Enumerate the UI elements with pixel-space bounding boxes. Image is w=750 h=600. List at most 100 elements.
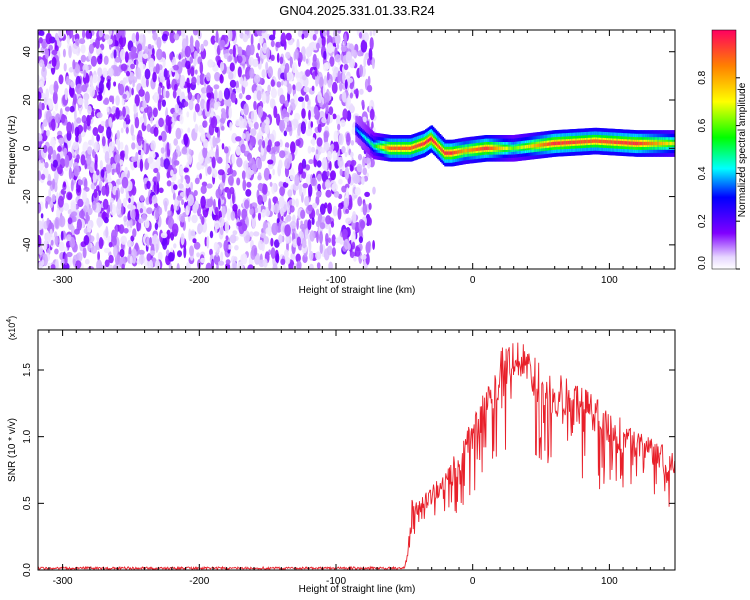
- spectrogram-cell: [332, 141, 339, 154]
- spectrogram-cell: [214, 126, 219, 133]
- spectrogram-cell: [367, 240, 371, 248]
- spectrogram-cell: [52, 159, 58, 168]
- spectrogram-cell: [70, 179, 74, 192]
- spectrogram-cell: [96, 169, 100, 176]
- spectrogram-cell: [49, 201, 54, 209]
- spectrogram-cell: [200, 98, 206, 109]
- spectrogram-cell: [121, 263, 125, 269]
- spectrogram-cell: [364, 191, 370, 197]
- spectrogram-cell: [193, 190, 198, 197]
- spectrogram-cell: [261, 69, 266, 79]
- spectrogram-cell: [249, 43, 255, 56]
- spectrogram-cell: [66, 234, 72, 241]
- spectrogram-ridge-cell: [632, 141, 636, 145]
- spectrogram-cell: [129, 219, 133, 229]
- spectrogram-cell: [308, 159, 314, 165]
- spectrogram-cell: [53, 80, 59, 94]
- spectrogram-cell: [225, 105, 230, 119]
- spectrogram-cell: [71, 42, 79, 55]
- spectrogram-cell: [221, 205, 226, 219]
- spectrogram-cell: [168, 251, 175, 262]
- spectrogram-cell: [190, 66, 195, 77]
- spectrogram-cell: [153, 167, 159, 174]
- spectrogram-ridge-cell: [541, 143, 544, 147]
- spectrogram-cell: [58, 215, 66, 228]
- spectrogram-cell: [301, 237, 307, 249]
- spectrogram-ridge-cell: [378, 145, 382, 149]
- spectrogram-cell: [275, 41, 282, 48]
- spectrogram-cell: [262, 42, 268, 54]
- spectrogram-cell: [75, 83, 83, 95]
- spectrogram-ridge-cell: [478, 147, 481, 151]
- y-tick-label: 20: [22, 94, 33, 106]
- spectrogram-ridge-cell: [548, 142, 551, 146]
- spectrogram-cell: [155, 63, 160, 74]
- spectrogram-cell: [289, 167, 295, 181]
- spectrogram-cell: [333, 130, 338, 143]
- colorbar-ticks: 0.0 0.2 0.4 0.6 0.8: [697, 70, 740, 270]
- spectrogram-cell: [55, 113, 61, 124]
- spectrogram-cell: [118, 83, 125, 96]
- y-tick-label: 1.5: [22, 363, 33, 377]
- spectrogram-cell: [128, 197, 131, 204]
- spectrogram-cell: [106, 106, 110, 113]
- spectrogram-cell: [319, 76, 324, 90]
- spectrogram-cell: [372, 240, 375, 250]
- spectrogram-cell: [66, 130, 72, 141]
- spectrogram-cell: [158, 117, 165, 128]
- spectrogram-cell: [97, 124, 104, 134]
- spectrogram-cell: [278, 181, 284, 188]
- spectrogram-ridge-cell: [515, 146, 518, 150]
- spectrogram-cell: [305, 69, 311, 77]
- spectrogram-cell: [206, 198, 214, 208]
- spectrogram-cell: [283, 130, 287, 137]
- spectrogram-cell: [76, 117, 82, 124]
- spectrogram-ridge-cell: [606, 140, 610, 144]
- spectrogram-cell: [152, 48, 155, 56]
- spectrogram-ridge-cell: [446, 151, 450, 155]
- spectrogram-cell: [114, 153, 121, 164]
- x-tick-label: 100: [601, 576, 618, 587]
- spectrogram-xlabel: Height of straight line (km): [299, 285, 416, 296]
- y-tick-label: 1.0: [22, 429, 33, 443]
- spectrogram-ridge-cell: [669, 141, 673, 146]
- spectrogram-cell: [199, 173, 203, 180]
- spectrogram-cell: [298, 162, 304, 175]
- spectrogram-cell: [261, 91, 267, 105]
- spectrogram-cell: [113, 245, 118, 258]
- spectrogram-cell: [38, 134, 43, 142]
- spectrogram-cell: [96, 134, 100, 142]
- spectrogram-cell: [60, 230, 64, 241]
- spectrogram-cell: [285, 51, 291, 59]
- spectrogram-cell: [361, 176, 365, 185]
- spectrogram-cell: [357, 153, 363, 161]
- spectrogram-ridge-cell: [434, 141, 438, 145]
- spectrogram-ridge-cell: [602, 139, 606, 144]
- spectrogram-cell: [38, 220, 44, 231]
- spectrogram-cell: [230, 210, 236, 221]
- spectrogram-cell: [194, 103, 200, 113]
- spectrogram-cell: [345, 208, 350, 214]
- spectrogram-cell: [337, 30, 342, 34]
- spectrogram-cell: [211, 156, 216, 169]
- spectrogram-cell: [91, 74, 98, 84]
- spectrogram-ridge-cell: [643, 141, 647, 146]
- spectrogram-cell: [166, 180, 172, 187]
- spectrogram-ridge-cell: [594, 139, 598, 143]
- spectrogram-cell: [124, 144, 129, 157]
- spectrogram-cell: [253, 121, 259, 130]
- spectrogram-cell: [201, 181, 208, 187]
- spectrogram-cell: [316, 160, 322, 168]
- spectrogram-cell: [108, 141, 115, 152]
- spectrogram-cell: [80, 154, 86, 166]
- spectrogram-cell: [246, 181, 252, 188]
- spectrogram-ridge-cell: [624, 141, 628, 145]
- spectrogram-cell: [214, 206, 219, 215]
- spectrogram-cell: [180, 233, 185, 246]
- spectrogram-cell: [343, 63, 349, 71]
- spectrogram-cell: [58, 137, 65, 145]
- spectrogram-cell: [264, 138, 269, 148]
- spectrogram-cell: [323, 92, 330, 105]
- spectrogram-cell: [102, 99, 109, 105]
- spectrogram-cell: [324, 179, 331, 189]
